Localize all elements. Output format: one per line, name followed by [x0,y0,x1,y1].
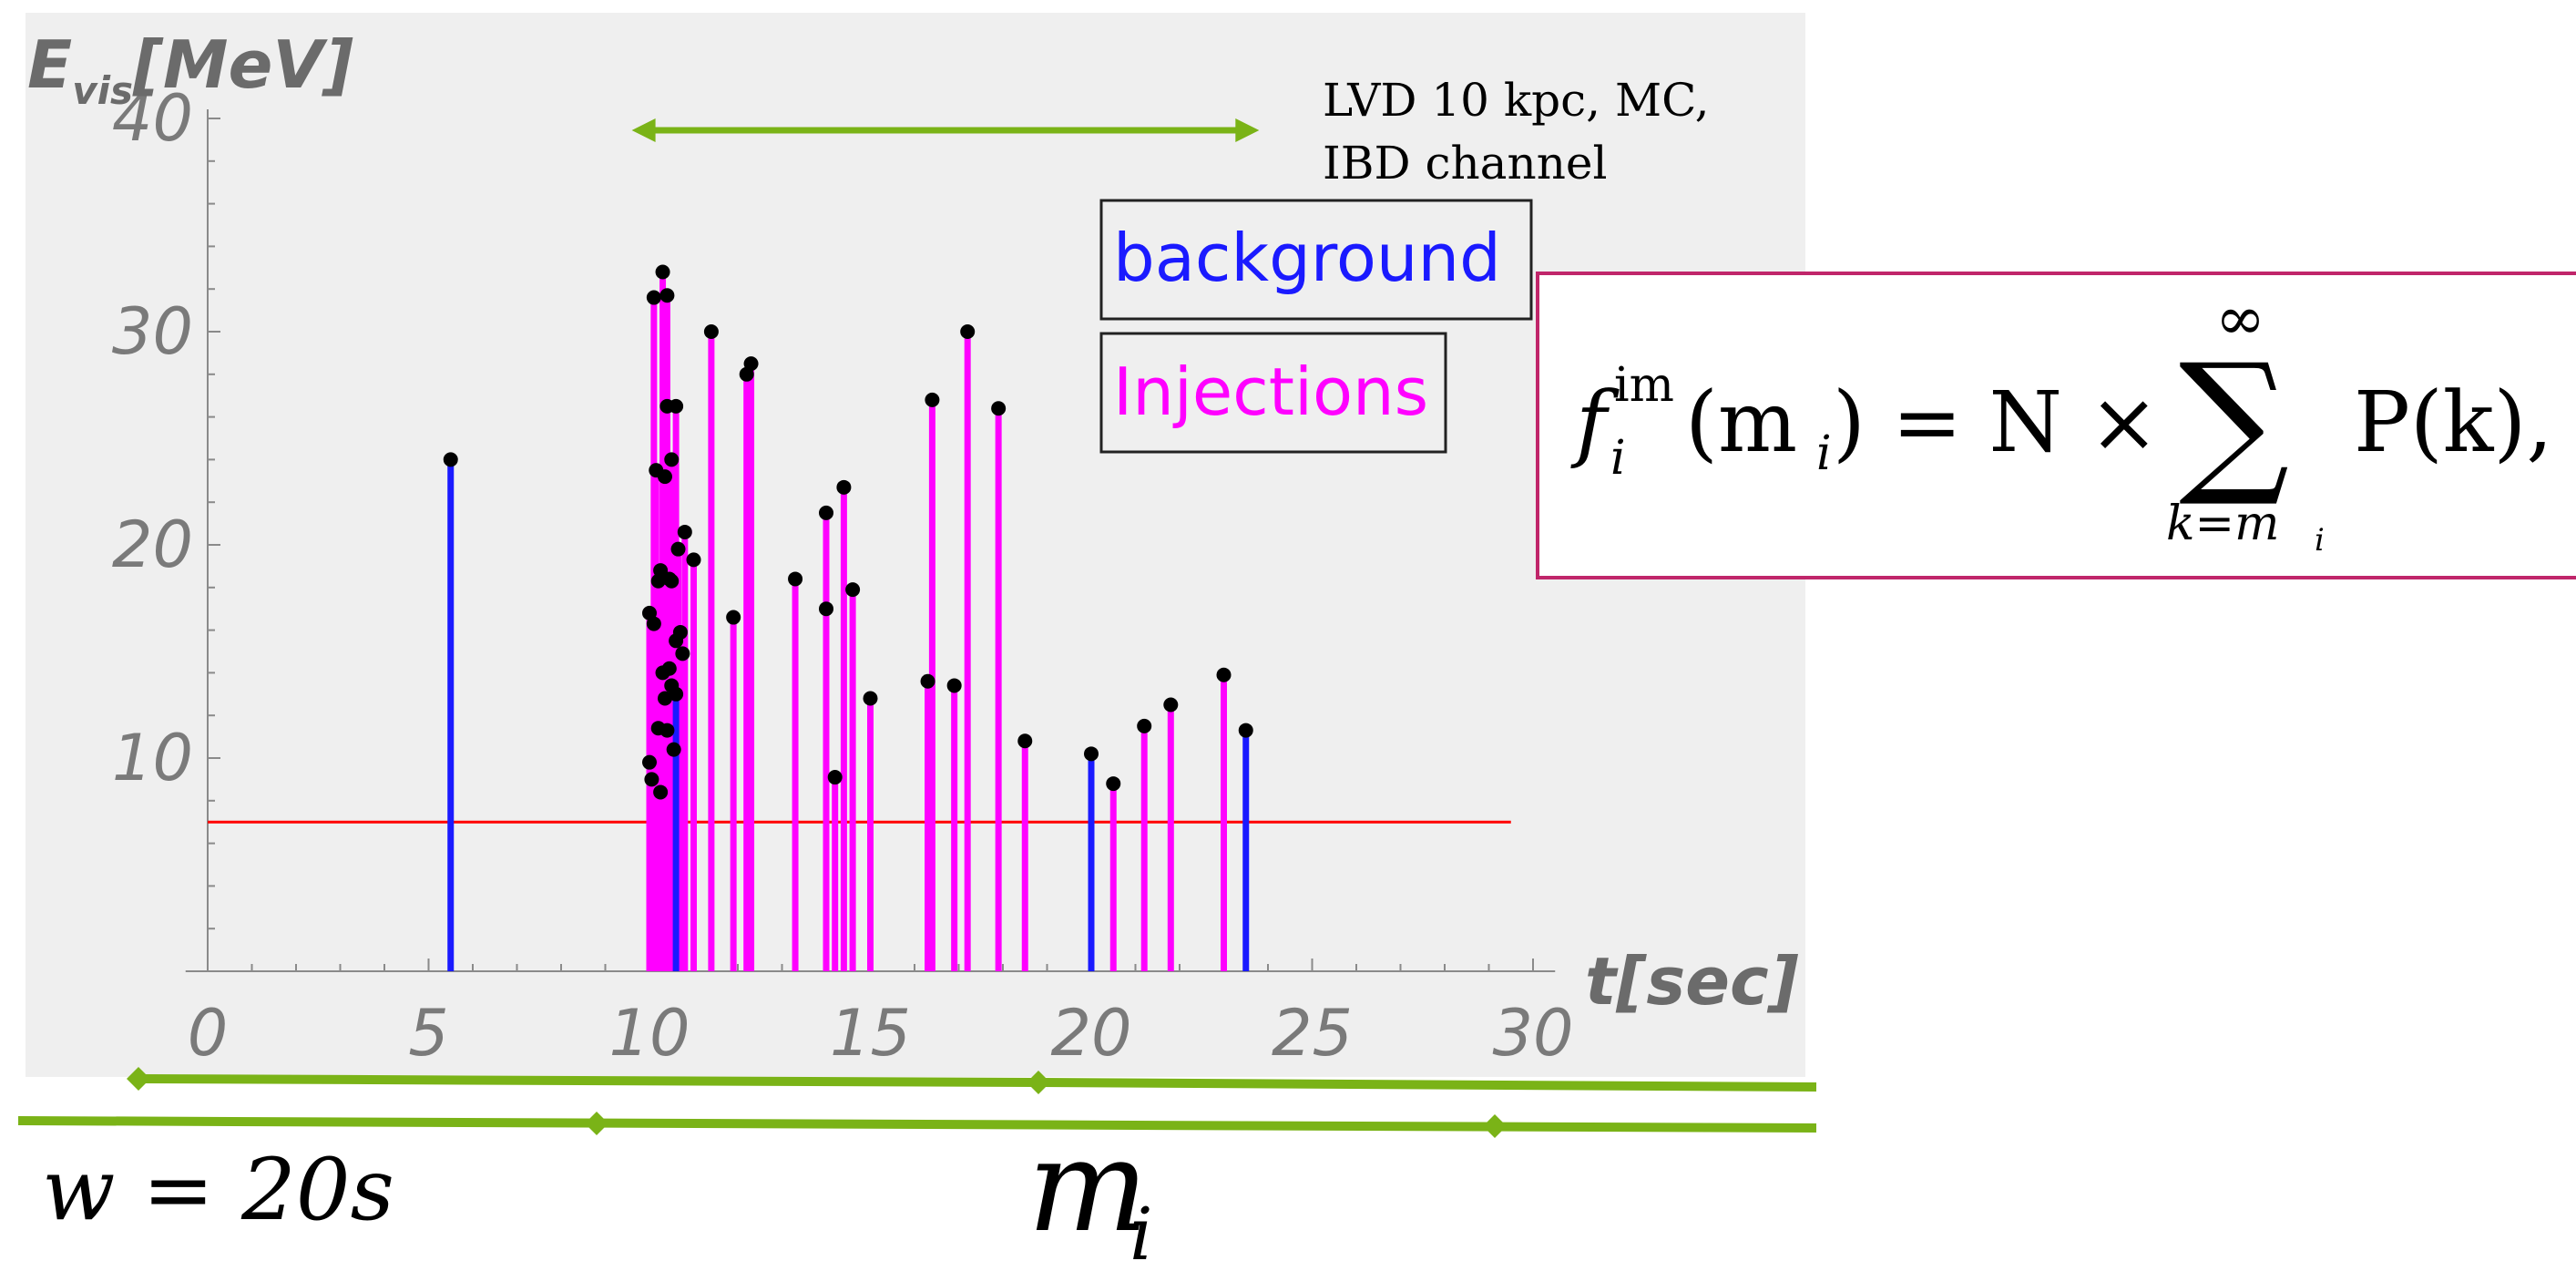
injection-point [845,582,861,598]
mi-label-sub: i [1130,1192,1153,1261]
formula-arg-sub: i [1816,426,1832,481]
injection-point [659,723,675,738]
injection-point [646,616,661,631]
x-tick-label: 0 [188,996,229,1071]
y-tick-label: 20 [112,507,193,582]
formula-sigma: ∑ [2179,331,2289,511]
legend-injections: Injections [1113,354,1428,430]
formula-sum-top: ∞ [2215,283,2265,354]
injection-point [1137,718,1152,733]
stem-points [443,264,1253,800]
x-tick-label: 20 [1050,996,1131,1071]
window-marker [1027,1071,1050,1094]
formula-sum-bottom-sub: i [2315,522,2325,559]
injection-point [661,661,677,676]
injection-point [703,324,719,339]
arrow-head-left [631,118,656,142]
injection-point [670,541,686,557]
window-label: w = 20s [42,1141,394,1240]
formula-sup: im [1614,358,1674,413]
y-tick-label: 40 [112,81,193,156]
formula-arg-close: ) = N × [1833,374,2159,471]
window-line-2 [17,1116,1817,1133]
formula-term: P(k), [2354,374,2553,471]
window-line-1b [1038,1078,1817,1092]
injection-point [863,691,878,706]
injection-point [659,288,675,303]
formula-arg: (m [1685,374,1797,471]
injection-point [788,571,803,587]
background-point [443,452,458,467]
injection-point [669,398,684,414]
injection-point [646,290,661,305]
x-tick-label: 15 [830,996,911,1071]
injection-point [920,673,935,689]
injection-point [836,479,852,495]
window-marker [127,1067,150,1091]
annotation-line-1: LVD 10 kpc, MC, [1323,74,1710,127]
mi-label: m [1027,1112,1149,1261]
formula-sum-bottom: k=m [2166,497,2279,551]
window-arrow [631,118,1260,142]
stem-series [447,272,1250,971]
axis-ticks: 0 5 10 15 20 25 30 10 20 30 40 [112,81,1574,1071]
injection-point [653,784,669,800]
injection-point [946,678,962,693]
injection-point [960,324,976,339]
background-point [1084,746,1099,762]
x-tick-label: 10 [608,996,690,1071]
sliding-window-lines [17,1067,1817,1138]
injection-point [642,754,657,770]
injection-point [664,573,680,589]
legend-background-box [1099,199,1533,321]
injection-point [819,601,833,617]
injection-point [672,624,688,640]
y-axis-title: Evis[MeV] [27,26,353,113]
injection-point [827,770,843,785]
x-tick-label: 25 [1272,996,1353,1071]
injection-point [657,469,672,485]
injection-point [675,646,690,661]
y-tick-label: 30 [112,294,193,369]
injection-point [1163,697,1179,713]
injection-point [655,264,670,280]
injection-point [686,552,701,568]
injection-point [1017,733,1033,749]
formula: f im i (m i ) = N × ∞ ∑ k=m i P(k), [1570,283,2553,559]
annotation-line-2: IBD channel [1323,137,1607,190]
background-point [669,686,684,702]
injection-point [991,401,1007,416]
injection-point [1106,776,1121,792]
injection-point [743,356,759,372]
window-line-1a [138,1074,1039,1087]
legend-background: background [1113,220,1501,296]
injection-point [726,610,741,625]
injection-point [925,392,940,407]
background-point [1238,723,1253,738]
window-marker [1483,1114,1507,1138]
injection-point [819,505,833,520]
plot-background [26,13,1805,1077]
window-marker [585,1112,608,1135]
injection-point [666,742,681,757]
x-axis-title: t[sec] [1585,943,1799,1020]
legend-injections-box [1099,332,1447,454]
injection-point [677,524,692,539]
x-tick-label: 5 [408,996,449,1071]
injection-point [1216,667,1232,682]
formula-box [1536,272,2576,579]
injection-point [657,691,672,706]
arrow-head-right [1235,118,1260,142]
y-tick-label: 10 [112,721,193,795]
injection-point [664,452,680,467]
injection-point [644,772,659,787]
formula-sub-i: i [1610,431,1626,486]
x-tick-label: 30 [1492,996,1573,1071]
